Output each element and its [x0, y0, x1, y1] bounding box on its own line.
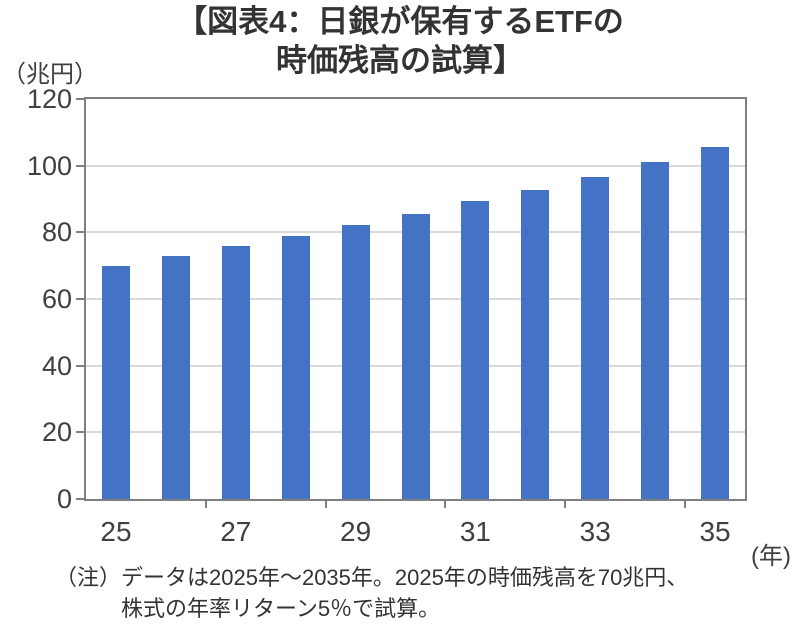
- x-tick-label-33: 33: [579, 516, 611, 547]
- y-tick-label-100: 100: [26, 150, 72, 181]
- y-tick-mark-120: [76, 98, 84, 100]
- x-tick-mark-10: [684, 501, 687, 508]
- y-tick-label-0: 0: [56, 484, 72, 514]
- y-tick-label-20: 20: [41, 417, 72, 448]
- bar-2035: [701, 147, 730, 499]
- gridline-100: [86, 164, 745, 167]
- y-tick-label-80: 80: [41, 217, 72, 248]
- bar-2034: [641, 162, 670, 499]
- y-axis-unit-label: （兆円）: [2, 61, 98, 88]
- y-tick-mark-80: [76, 231, 84, 234]
- bar-2027: [221, 245, 250, 499]
- footnote: （注） データは2025年～2035年。2025年の時価残高を70兆円、 株式の…: [55, 562, 775, 624]
- chart-title-line2: 時価残高の試算】: [276, 43, 524, 78]
- y-tick-label-60: 60: [41, 284, 72, 314]
- x-tick-mark-4: [324, 501, 327, 508]
- y-tick-mark-20: [76, 431, 84, 434]
- y-tick-label-40: 40: [41, 350, 72, 381]
- footnote-line1: データは2025年～2035年。2025年の時価残高を70兆円、: [121, 565, 689, 590]
- x-tick-label-35: 35: [699, 516, 731, 547]
- chart-title: 【図表4：日銀が保有するETFの 時価残高の試算】: [0, 2, 800, 80]
- bar-2030: [401, 213, 430, 499]
- bar-2028: [281, 235, 310, 499]
- footnote-prefix: （注）: [55, 565, 122, 590]
- bar-2026: [161, 255, 190, 499]
- y-tick-mark-0: [76, 498, 84, 500]
- x-tick-label-27: 27: [220, 516, 252, 547]
- footnote-line2: 株式の年率リターン5％で試算。: [121, 596, 441, 621]
- y-tick-mark-60: [76, 298, 84, 300]
- bar-2031: [461, 201, 490, 499]
- chart-title-line1: 【図表4：日銀が保有するETFの: [176, 4, 624, 39]
- y-tick-mark-100: [76, 164, 84, 167]
- bar-2029: [341, 224, 370, 499]
- y-tick-mark-40: [76, 364, 84, 367]
- bar-2032: [521, 190, 550, 499]
- footnote-body: データは2025年～2035年。2025年の時価残高を70兆円、 株式の年率リタ…: [121, 562, 775, 624]
- bar-2025: [101, 265, 130, 499]
- x-tick-mark-6: [444, 501, 447, 508]
- x-axis-unit-label: (年): [751, 543, 791, 570]
- x-tick-label-31: 31: [459, 516, 491, 547]
- x-tick-label-25: 25: [100, 516, 132, 547]
- plot-area: [84, 97, 747, 501]
- x-tick-mark-8: [564, 501, 567, 508]
- x-tick-label-29: 29: [340, 516, 372, 547]
- x-tick-mark-2: [204, 501, 207, 508]
- y-tick-label-120: 120: [26, 84, 72, 114]
- bar-2033: [581, 177, 610, 499]
